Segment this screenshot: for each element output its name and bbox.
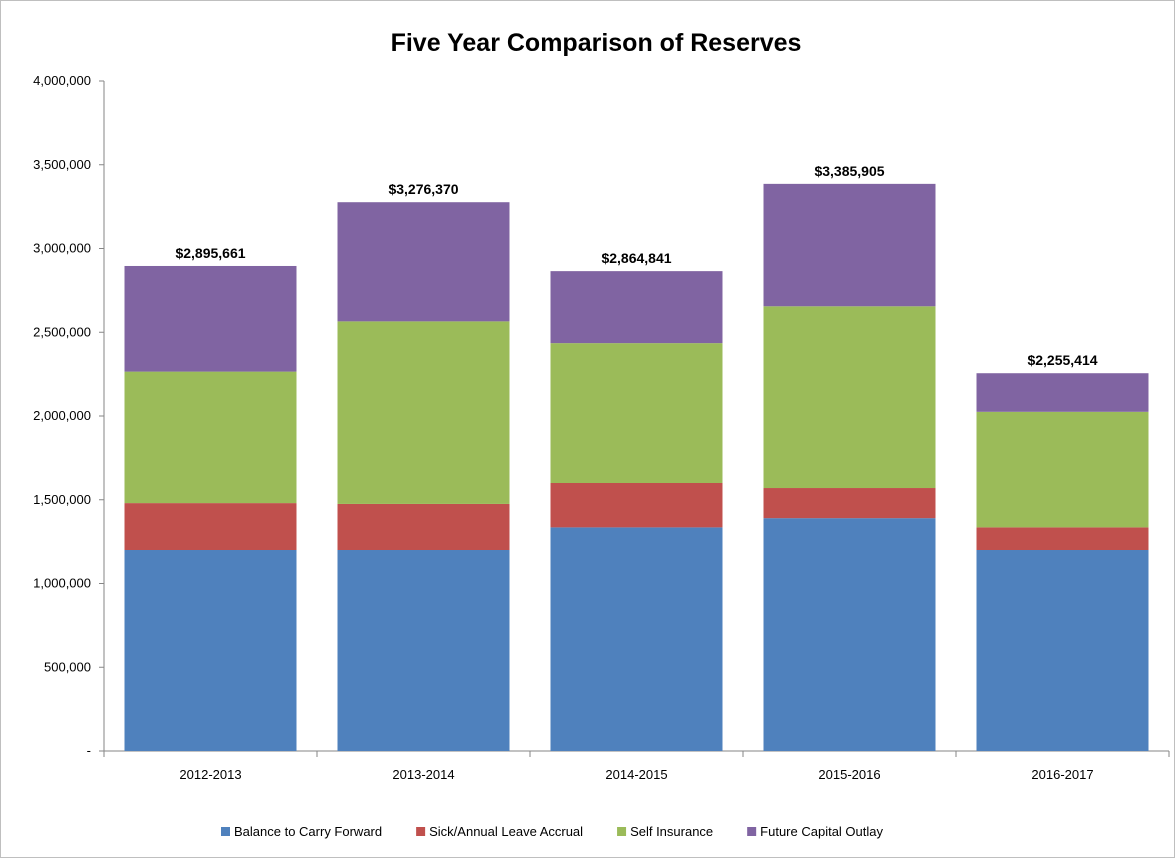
bar-segment xyxy=(550,271,723,344)
bar-segment xyxy=(337,202,510,322)
y-tick-label: 2,500,000 xyxy=(33,324,91,339)
y-tick-label: 1,000,000 xyxy=(33,576,91,591)
bar-segment xyxy=(124,371,297,504)
legend-item: Balance to Carry Forward xyxy=(221,824,382,839)
bar-segment xyxy=(763,306,936,489)
legend-label: Future Capital Outlay xyxy=(760,824,883,839)
bars-group xyxy=(124,183,1149,751)
bar-segment xyxy=(337,550,510,751)
bar-segment xyxy=(763,183,936,307)
legend-label: Self Insurance xyxy=(630,824,713,839)
legend-item: Self Insurance xyxy=(617,824,713,839)
y-tick-label: 3,500,000 xyxy=(33,157,91,172)
bar-segment xyxy=(976,550,1149,751)
bar-segment xyxy=(337,503,510,550)
bar-segment xyxy=(124,265,297,372)
bar-segment xyxy=(337,321,510,504)
legend-swatch xyxy=(747,827,757,836)
bar-segment xyxy=(550,483,723,528)
y-tick-label: 2,000,000 xyxy=(33,408,91,423)
y-tick-label: - xyxy=(87,743,91,758)
legend: Balance to Carry Forward Sick/Annual Leav… xyxy=(221,824,884,839)
bar-segment xyxy=(976,373,1149,412)
legend-label: Balance to Carry Forward xyxy=(234,824,382,839)
x-tick-label: 2015-2016 xyxy=(818,767,880,782)
bar-segment xyxy=(763,518,936,751)
total-data-label: $3,276,370 xyxy=(388,181,458,197)
axes-group: - 500,000 1,000,000 1,500,000 2,000,000 2,500… xyxy=(33,73,1170,758)
total-data-label: $2,864,841 xyxy=(601,250,671,266)
labels-group: 2012-2013 $2,895,661 2013-2014 $3,276,370 20… xyxy=(175,163,1097,782)
bar-segment xyxy=(976,411,1149,528)
y-tick-label: 500,000 xyxy=(44,659,91,674)
x-tick-label: 2016-2017 xyxy=(1031,767,1093,782)
y-tick-label: 4,000,000 xyxy=(33,73,91,88)
bar-segment xyxy=(550,343,723,483)
total-data-label: $3,385,905 xyxy=(814,163,884,179)
total-data-label: $2,895,661 xyxy=(175,245,245,261)
x-tick-label: 2013-2014 xyxy=(392,767,454,782)
x-tick-label: 2014-2015 xyxy=(605,767,667,782)
y-tick-label: 1,500,000 xyxy=(33,492,91,507)
x-tick-label: 2012-2013 xyxy=(179,767,241,782)
legend-label: Sick/Annual Leave Accrual xyxy=(429,824,583,839)
y-tick-label: 3,000,000 xyxy=(33,241,91,256)
legend-swatch xyxy=(416,827,426,836)
bar-segment xyxy=(763,488,936,519)
total-data-label: $2,255,414 xyxy=(1027,352,1097,368)
legend-swatch xyxy=(221,827,230,836)
legend-swatch xyxy=(617,827,627,836)
bar-segment xyxy=(976,527,1149,550)
legend-item: Future Capital Outlay xyxy=(747,824,884,839)
bar-segment xyxy=(124,550,297,751)
chart-title: Five Year Comparison of Reserves xyxy=(391,29,802,57)
bar-segment xyxy=(550,527,723,751)
bar-segment xyxy=(124,503,297,550)
legend-item: Sick/Annual Leave Accrual xyxy=(416,824,583,839)
